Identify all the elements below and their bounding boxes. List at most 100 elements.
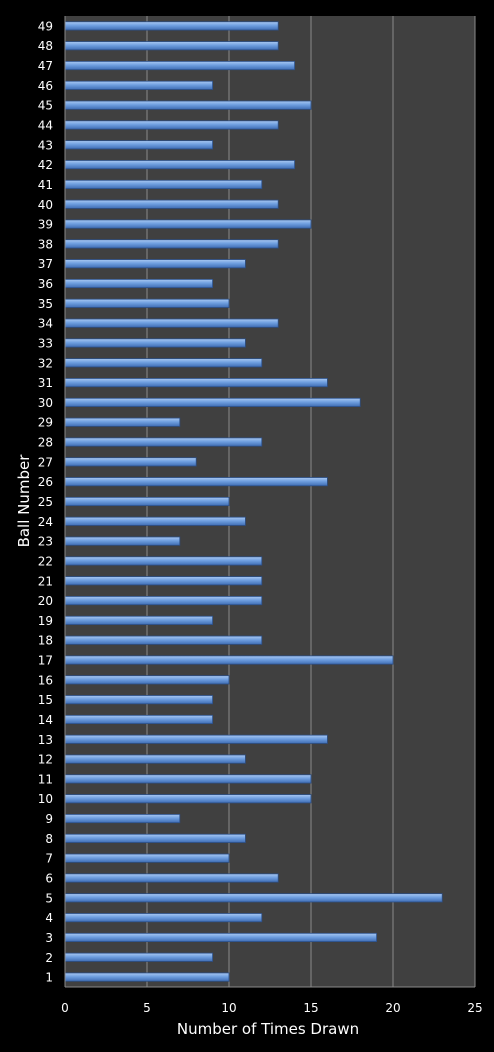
y-tick-label: 4 bbox=[45, 911, 53, 925]
bar bbox=[64, 219, 312, 229]
y-tick-label: 43 bbox=[38, 138, 53, 152]
y-tick-label: 14 bbox=[38, 713, 53, 727]
x-tick-labels: 0 5 10 15 20 25 bbox=[61, 1001, 482, 1015]
bar bbox=[64, 298, 230, 308]
bar bbox=[64, 477, 328, 487]
bar bbox=[64, 239, 279, 249]
x-tick-label: 15 bbox=[303, 1001, 318, 1015]
y-tick-label: 9 bbox=[45, 812, 53, 826]
y-tick-label: 45 bbox=[38, 99, 53, 113]
bar bbox=[64, 100, 312, 110]
y-tick-label: 23 bbox=[38, 535, 53, 549]
x-tick-label: 10 bbox=[221, 1001, 236, 1015]
bar bbox=[64, 536, 181, 546]
bar bbox=[64, 278, 214, 289]
bar bbox=[64, 893, 443, 903]
y-tick-label: 47 bbox=[38, 59, 53, 73]
bar bbox=[64, 952, 214, 962]
y-tick-label: 13 bbox=[38, 733, 53, 747]
y-tick-label: 6 bbox=[45, 872, 53, 886]
y-tick-label: 28 bbox=[38, 436, 53, 450]
y-tick-label: 11 bbox=[38, 772, 53, 786]
y-tick-label: 29 bbox=[38, 416, 53, 430]
bar bbox=[64, 21, 279, 31]
bar bbox=[64, 318, 279, 328]
bar bbox=[64, 714, 214, 725]
bar bbox=[64, 80, 214, 90]
bar bbox=[64, 437, 263, 447]
bar bbox=[64, 338, 246, 348]
bar bbox=[64, 774, 312, 784]
y-tick-label: 31 bbox=[38, 376, 53, 390]
bar bbox=[64, 675, 230, 685]
x-tick-label: 20 bbox=[385, 1001, 400, 1015]
y-tick-label: 7 bbox=[45, 852, 53, 866]
x-tick-label: 25 bbox=[467, 1001, 482, 1015]
bar bbox=[64, 754, 246, 764]
y-tick-label: 1 bbox=[45, 971, 53, 985]
bar bbox=[64, 397, 361, 407]
y-tick-label: 22 bbox=[38, 554, 53, 568]
y-tick-label: 33 bbox=[38, 336, 53, 350]
y-tick-label: 27 bbox=[38, 455, 53, 469]
bar bbox=[64, 655, 394, 665]
bar bbox=[64, 813, 181, 824]
y-tick-label: 26 bbox=[38, 475, 53, 489]
bar bbox=[64, 833, 246, 843]
bar bbox=[64, 358, 263, 368]
y-tick-label: 15 bbox=[38, 693, 53, 707]
bar bbox=[64, 199, 279, 209]
y-tick-label: 38 bbox=[38, 237, 53, 251]
y-tick-label: 49 bbox=[38, 19, 53, 33]
y-tick-label: 21 bbox=[38, 574, 53, 588]
bar bbox=[64, 417, 181, 427]
bar bbox=[64, 635, 263, 645]
y-tick-label: 3 bbox=[45, 931, 53, 945]
bar bbox=[64, 794, 312, 804]
bar bbox=[64, 734, 328, 744]
y-tick-label: 36 bbox=[38, 277, 53, 291]
bar bbox=[64, 516, 246, 526]
bar bbox=[64, 179, 263, 190]
y-tick-label: 5 bbox=[45, 891, 53, 905]
x-axis-title: Number of Times Drawn bbox=[177, 1020, 359, 1038]
y-tick-label: 44 bbox=[38, 118, 53, 132]
bar bbox=[64, 853, 230, 863]
y-tick-label: 17 bbox=[38, 654, 53, 668]
bar bbox=[64, 596, 263, 606]
x-tick-label: 0 bbox=[61, 1001, 69, 1015]
y-tick-label: 37 bbox=[38, 257, 53, 271]
y-tick-label: 39 bbox=[38, 218, 53, 232]
y-tick-label: 8 bbox=[45, 832, 53, 846]
bar bbox=[64, 60, 296, 71]
bar bbox=[64, 695, 214, 705]
bar bbox=[64, 259, 246, 269]
y-tick-label: 42 bbox=[38, 158, 53, 172]
bar bbox=[64, 972, 230, 982]
bar bbox=[64, 615, 214, 625]
y-tick-label: 48 bbox=[38, 39, 53, 53]
y-tick-label: 35 bbox=[38, 297, 53, 311]
y-tick-label: 41 bbox=[38, 178, 53, 192]
y-tick-label: 25 bbox=[38, 495, 53, 509]
x-tick-label: 5 bbox=[143, 1001, 151, 1015]
bar bbox=[64, 120, 279, 130]
y-tick-labels: 1234567891011121314151617181920212223242… bbox=[38, 19, 53, 984]
y-tick-label: 20 bbox=[38, 594, 53, 608]
y-tick-label: 12 bbox=[38, 753, 53, 767]
bar bbox=[64, 556, 263, 566]
bars bbox=[64, 21, 443, 982]
y-tick-label: 32 bbox=[38, 356, 53, 370]
bar bbox=[64, 913, 263, 923]
y-tick-label: 2 bbox=[45, 951, 53, 965]
bar bbox=[64, 140, 214, 150]
y-axis-title: Ball Number bbox=[15, 454, 33, 548]
bar bbox=[64, 496, 230, 507]
y-tick-label: 30 bbox=[38, 396, 53, 410]
bar bbox=[64, 576, 263, 586]
y-tick-label: 16 bbox=[38, 673, 53, 687]
y-tick-label: 46 bbox=[38, 79, 53, 93]
y-tick-label: 18 bbox=[38, 634, 53, 648]
bar bbox=[64, 457, 197, 467]
